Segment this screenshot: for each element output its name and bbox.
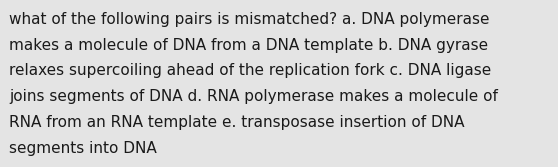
Text: RNA from an RNA template e. transposase insertion of DNA: RNA from an RNA template e. transposase …	[9, 115, 464, 130]
Text: segments into DNA: segments into DNA	[9, 141, 157, 156]
Text: relaxes supercoiling ahead of the replication fork c. DNA ligase: relaxes supercoiling ahead of the replic…	[9, 63, 491, 78]
Text: joins segments of DNA d. RNA polymerase makes a molecule of: joins segments of DNA d. RNA polymerase …	[9, 89, 498, 104]
Text: makes a molecule of DNA from a DNA template b. DNA gyrase: makes a molecule of DNA from a DNA templ…	[9, 38, 488, 53]
Text: what of the following pairs is mismatched? a. DNA polymerase: what of the following pairs is mismatche…	[9, 12, 489, 27]
